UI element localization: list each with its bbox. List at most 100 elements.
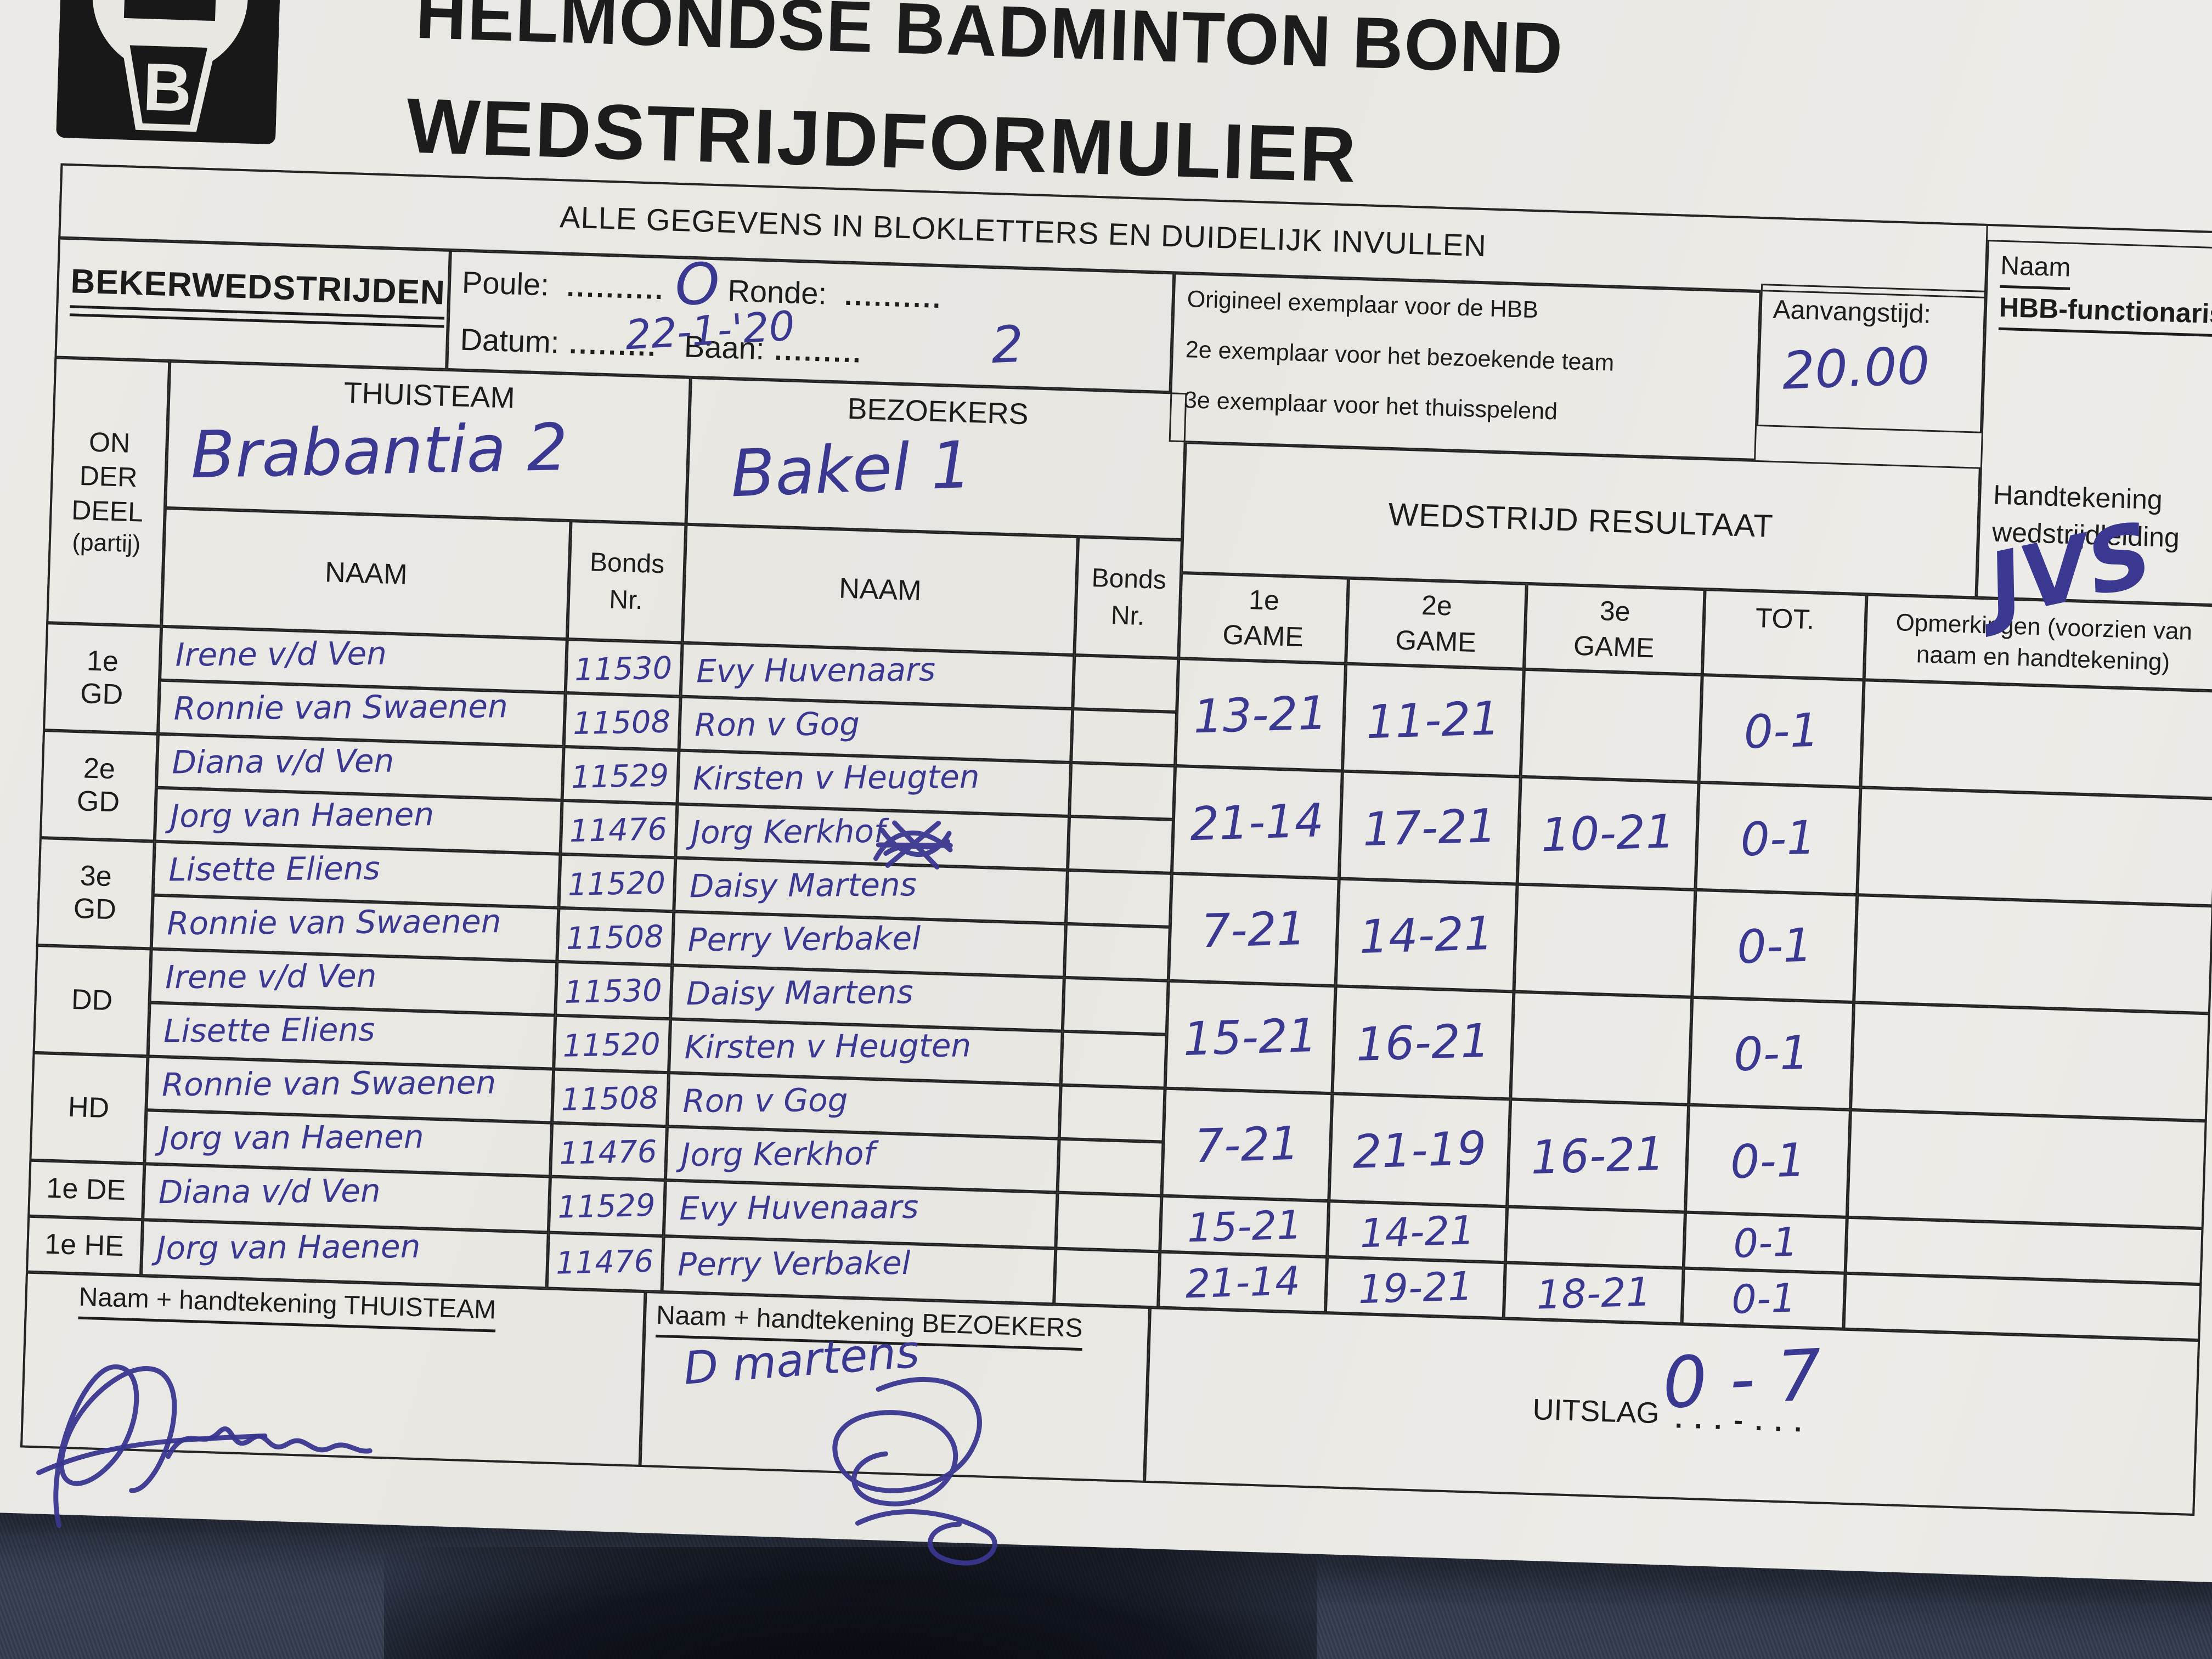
opmerkingen-cell <box>1854 895 2212 1014</box>
row-label: DD <box>32 945 151 1057</box>
svg-text:B: B <box>142 49 193 126</box>
row-label: 1e DE <box>27 1160 145 1220</box>
tot-score: 0-1 <box>1683 1212 1847 1273</box>
bonds-cell <box>1056 1192 1162 1252</box>
bonds-cell: 11520 <box>554 1015 671 1073</box>
game3-score <box>1510 991 1692 1105</box>
naam-header-away: NAAM <box>682 524 1079 656</box>
bonds-cell <box>1068 816 1173 873</box>
opmerkingen-cell <box>1860 680 2212 799</box>
copy-line-2: 2e exemplaar voor het bezoekende team <box>1185 336 1615 376</box>
official-role-label: HBB-functionaris <box>1999 291 2212 330</box>
thuisteam-cell: THUISTEAM Brabantia 2 <box>165 360 691 524</box>
poule-datum-cell: Poule: .......... Ronde: .......... Datu… <box>447 250 1175 393</box>
resultaat-header: WEDSTRIJD RESULTAAT <box>1181 442 1980 598</box>
aanvangstijd-value: 20.00 <box>1781 336 1931 402</box>
section-label: BEKERWEDSTRIJDEN <box>70 262 446 312</box>
bonds-cell <box>1071 709 1177 766</box>
copy-line-3: 3e exemplaar voor het thuisspelend <box>1183 387 1558 425</box>
game2-score: 11-21 <box>1342 663 1524 777</box>
opmerkingen-cell <box>1847 1109 2207 1229</box>
tot-header: TOT. <box>1702 589 1867 680</box>
bonds-cell: 11530 <box>565 639 682 697</box>
game1-score: 7-21 <box>1168 873 1339 986</box>
game3-header: 3e GAME <box>1523 583 1705 675</box>
game3-score: 16-21 <box>1507 1099 1689 1212</box>
tot-score: 0-1 <box>1685 1104 1850 1217</box>
bonds-cell: 11508 <box>552 1069 669 1127</box>
row-label: 1e GD <box>43 623 162 734</box>
opmerkingen-cell <box>1850 1002 2210 1121</box>
uitslag-label: UITSLAG <box>1532 1392 1660 1430</box>
opmerkingen-cell <box>1845 1217 2204 1285</box>
game3-score: 10-21 <box>1517 776 1699 890</box>
row-label: HD <box>29 1052 148 1164</box>
tot-score: 0-1 <box>1699 675 1864 788</box>
bonds-cell <box>1059 1085 1165 1142</box>
ink-scribble <box>873 820 953 870</box>
uitslag-value: 0 - 7 <box>1660 1334 1824 1425</box>
game2-score: 14-21 <box>1327 1201 1508 1263</box>
bezoekers-value: Bakel 1 <box>729 426 973 512</box>
ronde-dots: .......... <box>844 280 944 314</box>
game1-score: 21-14 <box>1171 765 1342 879</box>
bezoekers-cell: BEZOEKERS Bakel 1 <box>686 377 1187 540</box>
game2-score: 19-21 <box>1325 1257 1505 1319</box>
official-naam-label: Naam <box>2000 251 2072 283</box>
game3-score: 18-21 <box>1503 1262 1684 1324</box>
row-label: 2e GD <box>39 730 158 842</box>
copies-cell: Origineel exemplaar voor de HBB 2e exemp… <box>1169 273 1761 460</box>
game1-score: 7-21 <box>1161 1088 1333 1201</box>
game1-score: 13-21 <box>1175 658 1346 771</box>
game1-score: 21-14 <box>1158 1251 1328 1313</box>
datum-label: Datum: <box>459 321 560 360</box>
copy-line-1: Origineel exemplaar voor de HBB <box>1187 286 1539 324</box>
bonds-cell <box>1064 923 1170 981</box>
bonds-header-away: Bonds Nr. <box>1074 537 1183 659</box>
bonds-header-home: Bonds Nr. <box>567 521 686 643</box>
hbb-logo: B <box>56 0 281 145</box>
denim-shadow <box>384 1547 1317 1659</box>
game2-score: 17-21 <box>1339 771 1521 884</box>
game1-header: 1e GAME <box>1178 573 1348 664</box>
aanvangstijd-cell: Aanvangstijd: 20.00 <box>1757 284 1987 433</box>
game3-score <box>1505 1206 1685 1268</box>
tot-score: 0-1 <box>1692 889 1858 1002</box>
naam-header-home: NAAM <box>161 507 571 640</box>
bonds-cell <box>1065 870 1172 927</box>
tot-score: 0-1 <box>1695 782 1861 895</box>
bonds-cell: 11508 <box>557 907 674 966</box>
aanvangstijd-label: Aanvangstijd: <box>1772 295 1932 329</box>
uitslag-cell: UITSLAG . . . - . . . 0 - 7 <box>1144 1307 2200 1516</box>
tot-score: 0-1 <box>1689 997 1854 1110</box>
bonds-cell <box>1062 977 1169 1035</box>
poule-dots: .......... <box>566 271 665 306</box>
bonds-cell: 11476 <box>550 1122 667 1181</box>
bonds-cell <box>1060 1031 1167 1088</box>
row-label: 1e HE <box>26 1216 143 1276</box>
datum-value: 22-1-'20 <box>624 302 796 359</box>
tot-score: 0-1 <box>1681 1268 1846 1329</box>
bonds-cell: 11530 <box>555 961 673 1019</box>
bonds-cell: 11476 <box>546 1232 664 1293</box>
bonds-cell: 11529 <box>562 746 679 804</box>
game3-score <box>1520 669 1702 782</box>
bonds-cell: 11529 <box>548 1176 665 1237</box>
game1-score: 15-21 <box>1160 1195 1329 1257</box>
away-signature <box>832 1377 997 1566</box>
game2-score: 14-21 <box>1335 878 1517 992</box>
bonds-cell: 11520 <box>558 854 676 912</box>
onderdeel-header: ON DER DEEL (partij) <box>46 357 170 627</box>
baan-value: 2 <box>990 314 1025 375</box>
opmerkingen-cell <box>1843 1273 2202 1341</box>
bonds-cell: 11476 <box>560 800 678 858</box>
thuisteam-value: Brabantia 2 <box>190 409 569 493</box>
row-label: 3e GD <box>36 837 155 949</box>
game3-score <box>1514 884 1696 997</box>
bonds-cell: 11508 <box>563 692 681 751</box>
poule-label: Poule: <box>461 264 550 302</box>
opmerkingen-cell <box>1857 787 2212 906</box>
bonds-cell <box>1054 1248 1160 1308</box>
